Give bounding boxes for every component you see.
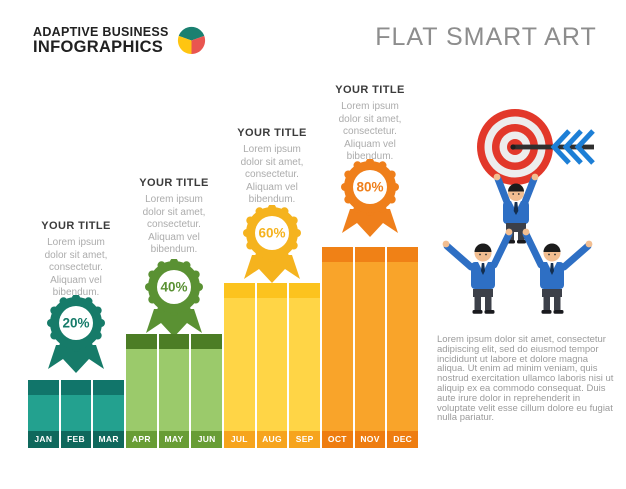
month-label: JAN: [28, 431, 59, 448]
body-paragraph: Lorem ipsum dolor sit amet, consectetur …: [437, 334, 614, 424]
month-bar: JAN: [28, 380, 59, 448]
column-description: Lorem ipsum dolor sit amet, consectetur.…: [338, 101, 402, 163]
bar-cap: [60, 380, 92, 395]
bar-cap: [289, 283, 321, 298]
bar-cap: [126, 334, 157, 349]
bar-group: JAN FEB MAR: [28, 380, 125, 448]
column-text-block: YOUR TITLE Lorem ipsum dolor sit amet, c…: [217, 127, 327, 207]
column-title: YOUR TITLE: [237, 127, 307, 139]
month-bar: JUL: [224, 283, 255, 448]
month-bar: MAY: [158, 334, 190, 448]
month-bar: NOV: [354, 247, 386, 448]
bar-group: OCT NOV DEC: [322, 247, 419, 448]
month-label: MAY: [158, 431, 190, 448]
month-label: NOV: [354, 431, 386, 448]
column-title: YOUR TITLE: [139, 177, 209, 189]
logo-text: ADAPTIVE BUSINESS INFOGRAPHICS: [33, 25, 169, 56]
bar-cap: [322, 247, 353, 262]
percent-label: 80%: [356, 180, 383, 195]
month-bar: AUG: [256, 283, 288, 448]
businessman-top: [493, 173, 539, 244]
column-title: YOUR TITLE: [335, 84, 405, 96]
logo-line1: ADAPTIVE BUSINESS: [33, 25, 169, 39]
businessman-right: [522, 228, 593, 314]
month-bar: JUN: [191, 334, 223, 448]
businessmen-holding-target-illustration: [442, 109, 595, 314]
column-text-block: YOUR TITLE Lorem ipsum dolor sit amet, c…: [315, 84, 425, 164]
businessman-left: [442, 228, 513, 314]
bar-group: JUL AUG SEP: [224, 283, 321, 448]
percent-label: 40%: [160, 280, 187, 295]
percent-ribbon-badge: 80%: [341, 159, 399, 237]
month-bar: SEP: [289, 283, 321, 448]
month-label: JUL: [224, 431, 255, 448]
month-bar: OCT: [322, 247, 353, 448]
logo: ADAPTIVE BUSINESS INFOGRAPHICS: [33, 25, 206, 56]
month-bar: DEC: [387, 247, 419, 448]
percent-ribbon-badge: 20%: [47, 295, 105, 373]
percent-ribbon-badge: 40%: [145, 259, 203, 337]
column-description: Lorem ipsum dolor sit amet, consectetur.…: [142, 194, 206, 256]
percent-ribbon-badge: 60%: [243, 205, 301, 283]
month-label: JUN: [191, 431, 223, 448]
month-bar: MAR: [93, 380, 125, 448]
ribbon-tail: [244, 255, 300, 283]
logo-line2: INFOGRAPHICS: [33, 38, 164, 56]
ribbon-tail: [146, 309, 202, 337]
month-label: AUG: [256, 431, 288, 448]
bar-cap: [354, 247, 386, 262]
column-text-block: YOUR TITLE Lorem ipsum dolor sit amet, c…: [119, 177, 229, 257]
month-label: OCT: [322, 431, 353, 448]
ribbon-tail: [342, 209, 398, 237]
bar-cap: [158, 334, 190, 349]
pie-chart-logo-icon: [177, 26, 205, 55]
percent-label: 60%: [258, 226, 285, 241]
bar-cap: [224, 283, 255, 298]
page-title: FLAT SMART ART: [375, 23, 597, 51]
column-description: Lorem ipsum dolor sit amet, consectetur.…: [44, 237, 108, 299]
column-title: YOUR TITLE: [41, 220, 111, 232]
month-label: SEP: [289, 431, 321, 448]
bar-cap: [28, 380, 59, 395]
bar-cap: [387, 247, 419, 262]
ribbon-tail: [48, 345, 104, 373]
bar-cap: [93, 380, 125, 395]
arrow-icon: [510, 129, 595, 165]
bar-cap: [256, 283, 288, 298]
bar-group: APR MAY JUN: [126, 334, 223, 448]
month-label: DEC: [387, 431, 419, 448]
column-description: Lorem ipsum dolor sit amet, consectetur.…: [240, 144, 304, 206]
month-bar: FEB: [60, 380, 92, 448]
month-label: APR: [126, 431, 157, 448]
month-bar: APR: [126, 334, 157, 448]
bar-cap: [191, 334, 223, 349]
month-label: MAR: [93, 431, 125, 448]
month-label: FEB: [60, 431, 92, 448]
column-text-block: YOUR TITLE Lorem ipsum dolor sit amet, c…: [21, 220, 131, 300]
percent-label: 20%: [62, 316, 89, 331]
